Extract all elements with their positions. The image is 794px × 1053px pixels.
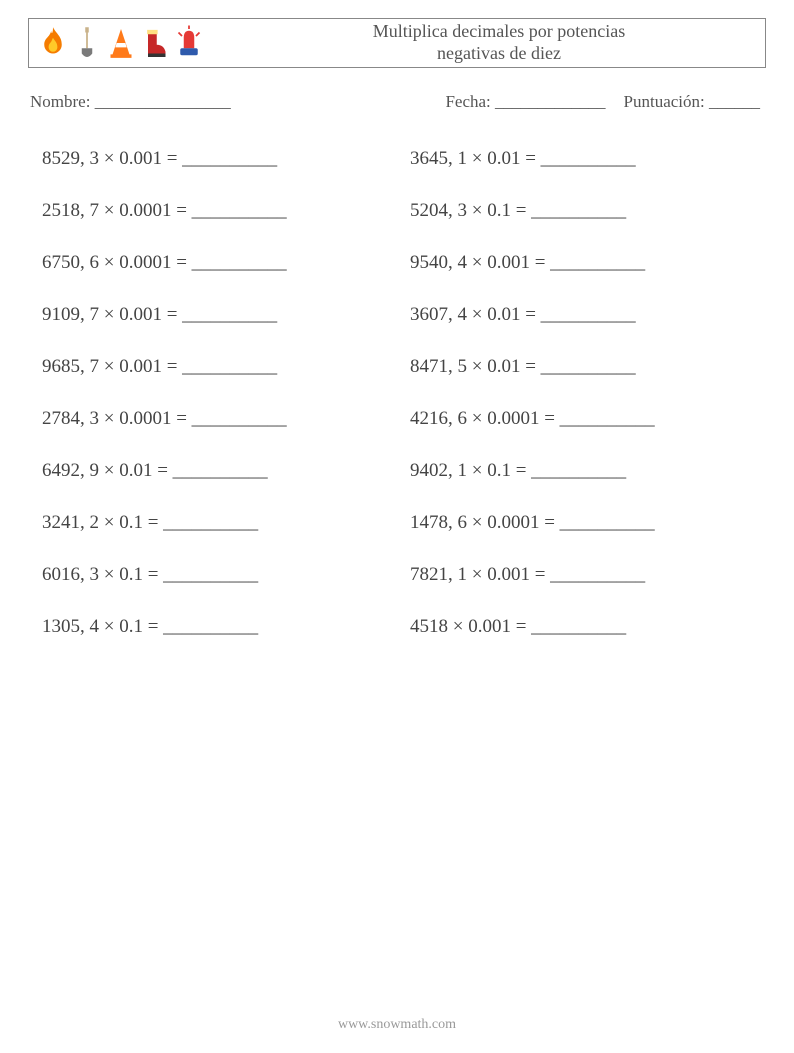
problem-right: 9540, 4 × 0.001 = __________	[410, 252, 752, 274]
fire-icon	[39, 25, 67, 61]
problem-right: 7821, 1 × 0.001 = __________	[410, 564, 752, 586]
score-field: Puntuación: ______	[624, 92, 760, 112]
name-blank: ________________	[95, 92, 231, 111]
problem-left: 3241, 2 × 0.1 = __________	[42, 512, 384, 534]
siren-icon	[175, 25, 203, 61]
problem-left: 9685, 7 × 0.001 = __________	[42, 356, 384, 378]
title-line-1: Multiplica decimales por potencias	[373, 21, 625, 41]
worksheet-page: Multiplica decimales por potencias negat…	[0, 0, 794, 1053]
cone-icon	[107, 25, 135, 61]
problem-left: 2518, 7 × 0.0001 = __________	[42, 200, 384, 222]
problem-left: 6492, 9 × 0.01 = __________	[42, 460, 384, 482]
shovel-icon	[73, 25, 101, 61]
date-field: Fecha: _____________	[445, 92, 605, 112]
footer-url: www.snowmath.com	[0, 1017, 794, 1033]
problems-grid: 8529, 3 × 0.001 = __________ 3645, 1 × 0.…	[28, 148, 766, 638]
problem-left: 1305, 4 × 0.1 = __________	[42, 616, 384, 638]
title-line-2: negativas de diez	[437, 43, 561, 63]
name-field: Nombre: ________________	[30, 92, 445, 112]
score-label: Puntuación:	[624, 92, 705, 111]
problem-left: 6016, 3 × 0.1 = __________	[42, 564, 384, 586]
problem-left: 9109, 7 × 0.001 = __________	[42, 304, 384, 326]
problem-left: 8529, 3 × 0.001 = __________	[42, 148, 384, 170]
problem-right: 3607, 4 × 0.01 = __________	[410, 304, 752, 326]
name-label: Nombre:	[30, 92, 90, 111]
problem-right: 4518 × 0.001 = __________	[410, 616, 752, 638]
problem-right: 9402, 1 × 0.1 = __________	[410, 460, 752, 482]
date-blank: _____________	[495, 92, 606, 111]
date-label: Fecha:	[445, 92, 490, 111]
header-icons	[39, 25, 203, 61]
problem-right: 4216, 6 × 0.0001 = __________	[410, 408, 752, 430]
problem-left: 2784, 3 × 0.0001 = __________	[42, 408, 384, 430]
info-row: Nombre: ________________ Fecha: ________…	[28, 92, 766, 112]
problem-right: 8471, 5 × 0.01 = __________	[410, 356, 752, 378]
score-blank: ______	[709, 92, 760, 111]
problem-right: 5204, 3 × 0.1 = __________	[410, 200, 752, 222]
problem-right: 3645, 1 × 0.01 = __________	[410, 148, 752, 170]
worksheet-title: Multiplica decimales por potencias negat…	[203, 21, 755, 64]
boot-icon	[141, 25, 169, 61]
problem-right: 1478, 6 × 0.0001 = __________	[410, 512, 752, 534]
problem-left: 6750, 6 × 0.0001 = __________	[42, 252, 384, 274]
header-box: Multiplica decimales por potencias negat…	[28, 18, 766, 68]
